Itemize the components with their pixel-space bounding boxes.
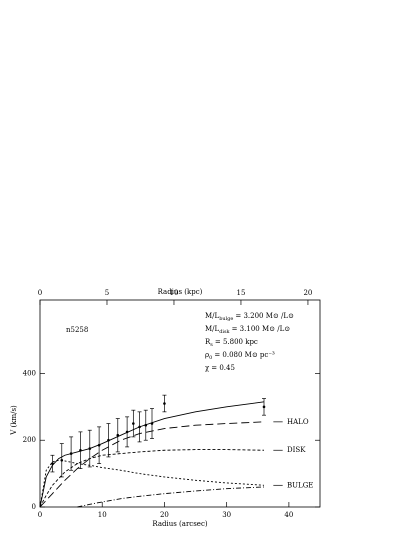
data-point	[125, 430, 129, 434]
model-curve	[39, 449, 265, 508]
data-point	[79, 448, 82, 452]
model-curve	[39, 459, 265, 508]
data-point	[116, 433, 120, 437]
data-point	[150, 422, 154, 425]
annotation-symbol: M/L	[205, 312, 220, 320]
x-tick-label: 20	[160, 511, 169, 519]
data-point	[107, 438, 110, 442]
annotation: ρ0 = 0.080 M⊙ pc⁻³	[205, 351, 275, 361]
y-tick-label: 200	[23, 436, 36, 444]
annotation-symbol: R	[205, 338, 211, 346]
y-tick-label: 0	[32, 503, 36, 511]
annotation: M/Ldisk = 3.100 M⊙ /L⊙	[205, 325, 290, 335]
data-point	[97, 443, 101, 447]
annotation-value: = 0.45	[211, 364, 235, 372]
data-point	[88, 447, 92, 450]
x-tick-label: 0	[38, 511, 42, 519]
annotation-value: = 3.100 M⊙ /L⊙	[232, 325, 291, 333]
annotation-subscript: s	[210, 342, 213, 348]
data-point	[144, 423, 148, 427]
data-point	[51, 462, 54, 465]
data-point	[163, 402, 166, 405]
annotation-value: = 3.200 M⊙ /L⊙	[235, 312, 294, 320]
x2-tick-label: 5	[105, 289, 109, 297]
annotation-subscript: disk	[219, 329, 230, 335]
data-point	[138, 425, 141, 429]
annotation-symbol: ρ	[205, 351, 209, 359]
x2-tick-label: 0	[38, 289, 42, 297]
data-point	[60, 458, 64, 462]
annotation-subscript: 0	[209, 355, 212, 361]
annotation-value: = 0.080 M⊙ pc⁻³	[214, 351, 275, 359]
x2-axis-label: Radius (kpc)	[158, 288, 203, 296]
curve-label: DISK	[287, 446, 306, 454]
x2-tick-label: 10	[170, 289, 179, 297]
data-point	[69, 452, 73, 455]
y-axis-label: V (km/s)	[10, 405, 18, 436]
annotation-value: = 5.800 kpc	[215, 338, 258, 346]
data-point	[262, 405, 266, 409]
y-tick-label: 400	[23, 369, 36, 377]
data-point	[132, 422, 135, 425]
x2-tick-label: 20	[303, 289, 312, 297]
plot-frame	[39, 299, 321, 508]
model-curve	[39, 421, 265, 508]
curve-label: BULGE	[287, 481, 313, 489]
galaxy-label: n5258	[66, 326, 88, 334]
annotation: Rs = 5.800 kpc	[205, 338, 258, 348]
annotation-symbol: χ	[205, 364, 210, 372]
annotation: M/Lbulge = 3.200 M⊙ /L⊙	[205, 312, 294, 322]
x2-tick-label: 15	[236, 289, 245, 297]
annotation-symbol: M/L	[205, 325, 220, 333]
annotation-subscript: bulge	[219, 316, 233, 322]
x-tick-label: 10	[98, 511, 107, 519]
x-tick-label: 40	[284, 511, 293, 519]
curve-label: HALO	[287, 418, 309, 426]
model-curve	[77, 486, 265, 508]
x-tick-label: 30	[222, 511, 231, 519]
annotation: χ = 0.45	[205, 364, 235, 372]
x-axis-label: Radius (arcsec)	[152, 520, 207, 528]
